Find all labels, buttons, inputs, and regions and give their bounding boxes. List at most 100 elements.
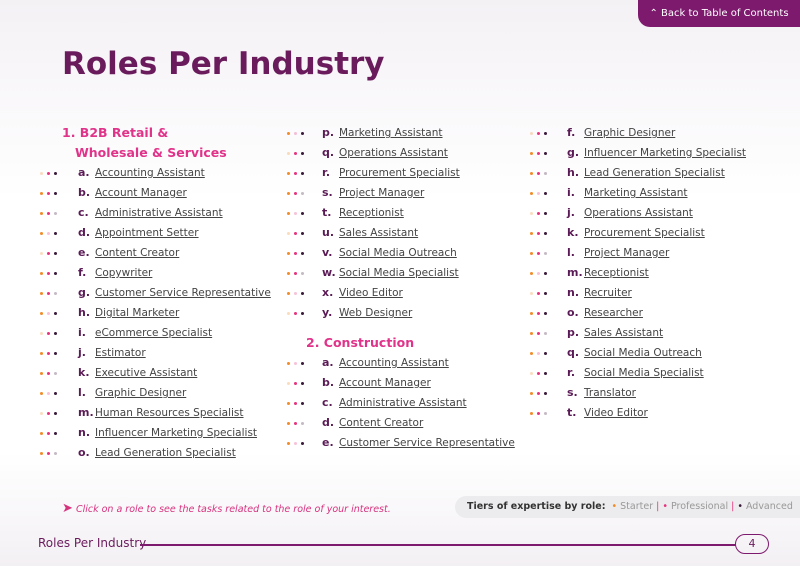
role-link[interactable]: Influencer Marketing Specialist [584, 147, 747, 159]
role-letter: a. [78, 166, 90, 179]
tier-dot [47, 212, 50, 215]
tier-dot [301, 362, 304, 365]
role-link[interactable]: Accounting Assistant [95, 167, 205, 179]
tier-dot [544, 392, 547, 395]
tier-dot [47, 392, 50, 395]
role-link[interactable]: Influencer Marketing Specialist [95, 427, 258, 439]
role-link[interactable]: Video Editor [584, 407, 648, 419]
role-link[interactable]: Accounting Assistant [339, 357, 449, 369]
back-label[interactable]: Back to Table of Contents [661, 8, 789, 19]
role-link[interactable]: Copywriter [95, 267, 153, 279]
role-link[interactable]: Administrative Assistant [95, 207, 223, 219]
role-link[interactable]: Researcher [584, 307, 643, 319]
tier-dot [537, 232, 540, 235]
tier-dot [537, 352, 540, 355]
footer-line [140, 544, 736, 546]
role-link[interactable]: Web Designer [339, 307, 413, 319]
role-link[interactable]: Account Manager [339, 377, 431, 389]
role-link[interactable]: Marketing Assistant [339, 127, 443, 139]
role-link[interactable]: Sales Assistant [584, 327, 664, 339]
page-title: Roles Per Industry [62, 46, 385, 82]
role-link[interactable]: Lead Generation Specialist [95, 447, 236, 459]
tier-dot [47, 452, 50, 455]
role-link[interactable]: Marketing Assistant [584, 187, 688, 199]
role-link[interactable]: Video Editor [339, 287, 403, 299]
role-letter: i. [78, 326, 86, 339]
role-letter: i. [567, 186, 575, 199]
role-letter: r. [322, 166, 331, 179]
tier-dot [301, 172, 304, 175]
role-link[interactable]: Social Media Specialist [339, 267, 459, 279]
tier-dot [530, 232, 533, 235]
role-link[interactable]: Account Manager [95, 187, 187, 199]
tier-dot [47, 172, 50, 175]
tier-dot [54, 292, 57, 295]
tier-dot [530, 192, 533, 195]
role-letter: t. [322, 206, 332, 219]
role-link[interactable]: Recruiter [584, 287, 632, 299]
tier-dot [287, 232, 290, 235]
role-link[interactable]: Administrative Assistant [339, 397, 467, 409]
tier-dot [544, 332, 547, 335]
role-link[interactable]: Appointment Setter [95, 227, 199, 239]
tier-dot [294, 212, 297, 215]
tier-dot [287, 292, 290, 295]
tier-dot [530, 172, 533, 175]
tier-dot [54, 172, 57, 175]
role-link[interactable]: Social Media Specialist [584, 367, 704, 379]
role-link[interactable]: Graphic Designer [584, 127, 676, 139]
role-link[interactable]: Digital Marketer [95, 307, 180, 319]
role-link[interactable]: Content Creator [339, 417, 424, 429]
role-letter: q. [322, 146, 335, 159]
tier-dot [544, 172, 547, 175]
tier-dot [301, 132, 304, 135]
tier-dot [287, 382, 290, 385]
role-link[interactable]: Social Media Outreach [339, 247, 457, 259]
role-link[interactable]: Customer Service Representative [95, 287, 271, 299]
role-link[interactable]: Human Resources Specialist [95, 407, 244, 419]
role-letter: u. [322, 226, 335, 239]
role-link[interactable]: Operations Assistant [339, 147, 448, 159]
tier-dot [294, 442, 297, 445]
role-link[interactable]: Project Manager [339, 187, 425, 199]
tier-dot [530, 312, 533, 315]
role-link[interactable]: Estimator [95, 347, 146, 359]
tier-dot: • [662, 501, 671, 512]
tier-dot [40, 252, 43, 255]
role-link[interactable]: Project Manager [584, 247, 670, 259]
role-link[interactable]: Graphic Designer [95, 387, 187, 399]
tier-dot [54, 332, 57, 335]
tier-dot [537, 392, 540, 395]
role-link[interactable]: Receptionist [584, 267, 649, 279]
tier-dot [294, 402, 297, 405]
role-letter: b. [78, 186, 91, 199]
role-link[interactable]: eCommerce Specialist [95, 327, 213, 339]
back-button[interactable]: ⌃ Back to Table of Contents [638, 0, 800, 27]
tier-dot [301, 442, 304, 445]
tier-dot [544, 232, 547, 235]
role-link[interactable]: Receptionist [339, 207, 404, 219]
role-link[interactable]: Operations Assistant [584, 207, 693, 219]
role-letter: k. [78, 366, 90, 379]
tier-dot [544, 292, 547, 295]
tier-dot [54, 392, 57, 395]
tier-dot [287, 402, 290, 405]
tier-dot [47, 292, 50, 295]
role-link[interactable]: Executive Assistant [95, 367, 198, 379]
role-link[interactable]: Translator [584, 387, 636, 399]
role-link[interactable]: Social Media Outreach [584, 347, 702, 359]
role-link[interactable]: Customer Service Representative [339, 437, 515, 449]
role-link[interactable]: Lead Generation Specialist [584, 167, 725, 179]
tier-dot [544, 152, 547, 155]
role-link[interactable]: Content Creator [95, 247, 180, 259]
role-letter: j. [567, 206, 575, 219]
section-heading: 1. B2B Retail & Wholesale & Services [62, 125, 227, 160]
role-link[interactable]: Procurement Specialist [584, 227, 705, 239]
role-link[interactable]: Procurement Specialist [339, 167, 460, 179]
role-letter: c. [78, 206, 89, 219]
tier-dot [530, 332, 533, 335]
tier-dot [301, 212, 304, 215]
tier-dot [40, 412, 43, 415]
role-link[interactable]: Sales Assistant [339, 227, 419, 239]
separator: | [728, 501, 738, 512]
